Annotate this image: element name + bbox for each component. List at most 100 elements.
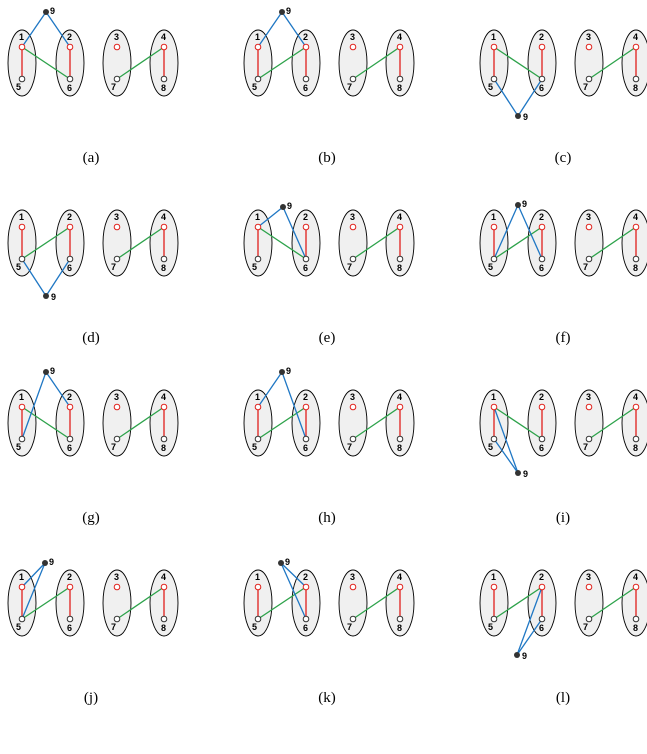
node-label: 5: [16, 622, 21, 632]
green-edge: [116, 226, 165, 260]
node-4: [160, 403, 168, 411]
panel-caption: (i): [556, 510, 570, 526]
node-label: 8: [397, 263, 402, 273]
node-label: 3: [350, 212, 355, 222]
node-label: 6: [67, 623, 72, 633]
node-4: [160, 43, 168, 51]
node-label: 3: [114, 212, 119, 222]
node-label: 9: [523, 469, 528, 479]
node-label: 9: [49, 557, 54, 567]
node-label: 4: [161, 32, 166, 42]
node-label: 9: [522, 199, 527, 209]
blue-edge: [21, 562, 46, 620]
blue-edge: [45, 258, 71, 297]
node-label: 4: [397, 32, 402, 42]
node-6: [66, 615, 74, 623]
node-5: [18, 75, 26, 83]
node-label: 2: [67, 572, 72, 582]
node-label: 1: [255, 392, 260, 402]
node-7: [349, 255, 357, 263]
panel-caption: (k): [318, 690, 336, 706]
node-1: [254, 43, 262, 51]
node-label: 5: [252, 622, 257, 632]
group-oval: [102, 569, 132, 637]
node-6: [302, 435, 310, 443]
node-label: 5: [488, 442, 493, 452]
blue-edge: [516, 618, 543, 656]
blue-edge: [282, 206, 307, 260]
node-label: 5: [252, 262, 257, 272]
group-oval: [574, 29, 604, 97]
node-label: 1: [19, 392, 24, 402]
node-5: [254, 615, 262, 623]
node-3: [349, 403, 357, 411]
panel-caption: (c): [555, 150, 572, 166]
node-label: 2: [539, 212, 544, 222]
blue-edge: [45, 371, 71, 408]
node-7: [113, 615, 121, 623]
node-label: 2: [67, 392, 72, 402]
node-8: [396, 75, 404, 83]
node-6: [302, 75, 310, 83]
node-8: [632, 75, 640, 83]
node-label: 3: [350, 392, 355, 402]
blue-edge: [517, 204, 543, 260]
green-edge: [21, 46, 71, 80]
group-oval: [338, 389, 368, 457]
node-label: 9: [50, 6, 55, 16]
node-label: 7: [583, 622, 588, 632]
green-edge: [257, 406, 307, 440]
blue-edge: [493, 204, 519, 260]
panel-j: 1 2 3 4 5 6 7 8 9 (j): [7, 557, 179, 706]
panel-e: 1 2 3 4 5 6 7 8 9 (e): [243, 201, 415, 346]
green-edge: [116, 586, 165, 620]
node-label: 5: [16, 82, 21, 92]
node-9: [279, 369, 285, 375]
node-label: 1: [19, 32, 24, 42]
blue-edge: [21, 11, 47, 48]
blue-edge: [517, 78, 543, 117]
node-label: 2: [539, 392, 544, 402]
node-7: [349, 75, 357, 83]
node-4: [396, 223, 404, 231]
node-label: 3: [114, 392, 119, 402]
node-5: [490, 75, 498, 83]
node-8: [396, 255, 404, 263]
node-label: 3: [586, 572, 591, 582]
node-label: 1: [19, 572, 24, 582]
node-2: [302, 223, 310, 231]
node-4: [632, 403, 640, 411]
node-8: [632, 255, 640, 263]
blue-edge: [257, 206, 284, 228]
green-edge: [493, 406, 543, 440]
group-oval: [102, 209, 132, 277]
node-6: [66, 75, 74, 83]
node-6: [66, 435, 74, 443]
node-label: 9: [523, 112, 528, 122]
group-oval: [574, 569, 604, 637]
group-oval: [621, 569, 647, 637]
node-7: [585, 255, 593, 263]
node-label: 3: [350, 32, 355, 42]
node-2: [302, 583, 310, 591]
green-edge: [352, 226, 401, 260]
node-label: 8: [161, 263, 166, 273]
node-2: [302, 43, 310, 51]
node-label: 6: [539, 623, 544, 633]
node-5: [18, 615, 26, 623]
node-label: 1: [491, 212, 496, 222]
node-label: 7: [583, 442, 588, 452]
panel-a: 1 2 3 4 5 6 7 8 9 (a): [7, 6, 179, 166]
node-6: [538, 435, 546, 443]
node-1: [18, 583, 26, 591]
panel-h: 1 2 3 4 5 6 7 8 9 (h): [243, 366, 415, 526]
node-9: [43, 293, 49, 299]
node-label: 2: [67, 212, 72, 222]
node-label: 4: [161, 392, 166, 402]
node-label: 9: [50, 366, 55, 376]
node-label: 8: [633, 623, 638, 633]
node-3: [349, 43, 357, 51]
panel-d: 1 2 3 4 5 6 7 8 9 (d): [7, 209, 179, 346]
node-label: 9: [522, 651, 527, 661]
